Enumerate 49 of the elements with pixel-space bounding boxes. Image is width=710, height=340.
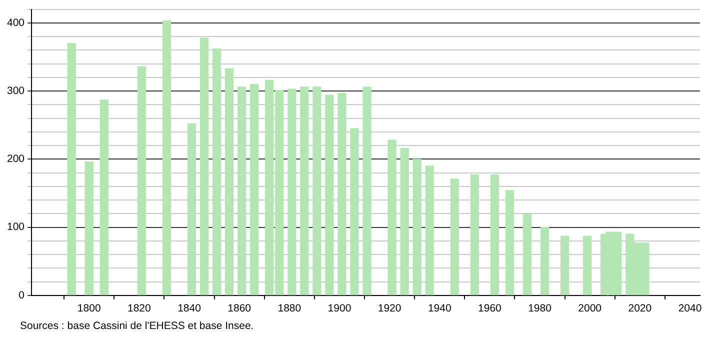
bar bbox=[425, 166, 434, 296]
x-tick-label: 1840 bbox=[178, 302, 202, 315]
x-tick-label: 1920 bbox=[378, 302, 402, 315]
y-tick-label: 100 bbox=[6, 221, 25, 234]
y-tick-label: 0 bbox=[18, 289, 25, 302]
bar bbox=[560, 236, 570, 296]
bar bbox=[187, 123, 196, 296]
bar bbox=[162, 20, 172, 296]
bar bbox=[400, 148, 409, 296]
x-tick-label: 1940 bbox=[428, 302, 452, 315]
x-tick-label: 2040 bbox=[678, 302, 702, 315]
bar bbox=[470, 174, 479, 296]
bar bbox=[288, 88, 296, 296]
bar bbox=[583, 236, 592, 296]
bar bbox=[67, 43, 76, 296]
x-tick-label: 1820 bbox=[127, 302, 152, 315]
x-tick-label: 1960 bbox=[478, 302, 502, 315]
x-tick-label: 1980 bbox=[528, 302, 552, 315]
bar bbox=[522, 214, 532, 296]
y-tick-label: 400 bbox=[6, 16, 25, 29]
bar bbox=[450, 178, 459, 296]
x-tick-label: 1880 bbox=[278, 302, 302, 315]
y-tick-label: 300 bbox=[6, 84, 25, 97]
bar bbox=[250, 84, 259, 296]
bar bbox=[238, 86, 246, 296]
x-tick-label: 1900 bbox=[328, 302, 352, 315]
x-tick-label: 2020 bbox=[628, 302, 652, 315]
bar bbox=[388, 140, 396, 296]
bar bbox=[224, 68, 234, 296]
bar bbox=[350, 128, 359, 296]
bar bbox=[137, 66, 146, 296]
x-tick-label: 1860 bbox=[228, 302, 252, 315]
x-tick-label: 1800 bbox=[77, 302, 101, 315]
bar bbox=[325, 94, 334, 296]
bar bbox=[362, 86, 372, 296]
source-note: Sources : base Cassini de l'EHESS et base Insee. bbox=[20, 320, 254, 332]
bar bbox=[100, 100, 108, 296]
bar bbox=[338, 92, 346, 296]
y-tick-label: 200 bbox=[6, 153, 25, 166]
bar bbox=[212, 48, 222, 296]
bar bbox=[200, 38, 209, 296]
bar bbox=[540, 226, 550, 296]
bar bbox=[312, 86, 322, 296]
x-tick-label: 2000 bbox=[578, 302, 602, 315]
bar bbox=[490, 174, 500, 296]
bar bbox=[505, 190, 514, 296]
bar bbox=[84, 162, 94, 296]
bar bbox=[300, 86, 309, 296]
bar bbox=[412, 158, 422, 296]
